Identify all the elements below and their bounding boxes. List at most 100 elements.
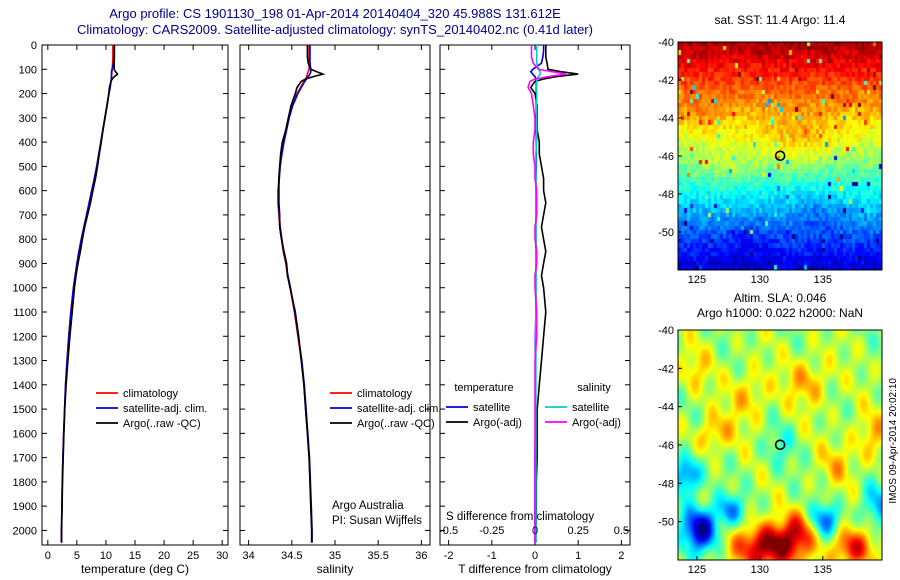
difference_profile-xlabel: T difference from climatology [458,562,612,576]
temperature_profile-frame [41,44,229,546]
legend-label: satellite-adj. clim. [357,403,441,415]
temperature_profile-series-satellite-adj--clim- [60,45,115,543]
note-pi: PI: Susan Wijffels [332,515,422,527]
legend-label: Argo(-adj) [572,417,621,429]
lat-tick-label: -40 [658,37,674,49]
lon-tick-label: 130 [751,564,769,576]
depth-tick-label: 1900 [13,501,37,513]
s-tick-label: -0.5 [439,525,458,537]
legend-label: climatology [357,388,413,400]
s-tick-label: -0.25 [479,525,504,537]
lat-tick-label: -48 [658,478,674,490]
x-tick-label: 35.5 [367,550,388,562]
lat-tick-label: -42 [658,363,674,375]
legend-label: satellite [572,402,609,414]
lat-tick-label: -46 [658,440,674,452]
lat-tick-label: -44 [658,402,674,414]
x-tick-label: 36 [415,550,427,562]
x-tick-label: 1 [575,550,581,562]
lon-tick-label: 125 [688,564,706,576]
depth-tick-label: 600 [19,186,37,198]
depth-tick-label: 900 [19,258,37,270]
lat-tick-label: -44 [658,113,674,125]
x-tick-label: 25 [187,550,199,562]
sla-map-title-line2: Argo h1000: 0.022 h2000: NaN [696,306,864,320]
depth-tick-label: 800 [19,234,37,246]
lat-tick-label: -48 [658,189,674,201]
lat-tick-label: -46 [658,151,674,163]
legend-label: Argo(-adj) [473,417,522,429]
sla-map-canvas [678,330,882,560]
x-tick-label: 20 [158,550,170,562]
x-tick-label: -1 [487,550,497,562]
lat-tick-label: -50 [658,517,674,529]
s-tick-label: 0 [532,525,538,537]
salinity_profile-xlabel: salinity [317,562,354,576]
legend-label: satellite-adj. clim. [123,403,207,415]
legend-label: Argo(..raw -QC) [123,418,201,430]
depth-tick-label: 1800 [13,477,37,489]
depth-tick-label: 1300 [13,356,37,368]
depth-tick-label: 2000 [13,525,37,537]
x-tick-label: 34.5 [281,550,302,562]
x-tick-label: -2 [444,550,454,562]
salinity_profile-series-climatology [277,45,313,543]
salinity_profile-series-argo---raw--qc- [278,45,326,543]
temperature_profile-xlabel: temperature (deg C) [81,562,189,576]
difference_profile-series-s-satellite [535,45,542,543]
depth-tick-label: 1000 [13,283,37,295]
lon-tick-label: 130 [751,274,769,286]
lat-tick-label: -40 [658,325,674,337]
depth-tick-label: 1700 [13,453,37,465]
depth-tick-label: 1100 [13,307,37,319]
s-tick-label: 0.25 [567,525,588,537]
lat-tick-label: -42 [658,75,674,87]
difference_profile-series-t-satellite [529,45,545,543]
depth-tick-label: 0 [31,40,37,52]
depth-tick-label: 200 [19,89,37,101]
depth-tick-label: 700 [19,210,37,222]
x-tick-label: 34 [243,550,255,562]
depth-tick-label: 300 [19,113,37,125]
x-tick-label: 10 [100,550,112,562]
lat-tick-label: -50 [658,227,674,239]
difference_profile-series-t-argo--adj- [529,45,579,543]
salinity_profile-series-satellite-adj--clim- [277,45,313,543]
s-difference-caption: S difference from climatology [446,511,594,523]
lon-tick-label: 135 [814,274,832,286]
legend-label: satellite [473,402,510,414]
legend-label: climatology [123,388,179,400]
depth-tick-label: 1200 [13,331,37,343]
difference_profile-frame [439,44,631,546]
depth-tick-label: 1600 [13,428,37,440]
sla-map-title-line1: Altim. SLA: 0.046 [733,291,827,305]
legend-label: Argo(..raw -QC) [357,418,435,430]
lon-tick-label: 135 [814,564,832,576]
legend-header-salinity: salinity [577,382,611,394]
difference_profile-series-s-argo--adj- [527,45,567,543]
imos-watermark: IMOS 09-Apr-2014 20:02:10 [888,378,899,504]
depth-tick-label: 1500 [13,404,37,416]
depth-tick-label: 500 [19,161,37,173]
temperature_profile-series-climatology [60,45,114,543]
lon-tick-label: 125 [688,274,706,286]
temperature_profile-series-argo---raw--qc- [60,45,119,543]
x-tick-label: 35 [329,550,341,562]
depth-tick-label: 100 [19,64,37,76]
legend-header-temperature: temperature [454,382,513,394]
depth-tick-label: 400 [19,137,37,149]
sst-map-canvas [678,42,882,270]
figure-title-line2: Climatology: CARS2009. Satellite-adjuste… [77,22,593,37]
note-argo-australia: Argo Australia [332,500,404,512]
s-tick-label: 0.5 [614,525,629,537]
x-tick-label: 0 [532,550,538,562]
x-tick-label: 5 [74,550,80,562]
x-tick-label: 30 [216,550,228,562]
x-tick-label: 15 [129,550,141,562]
x-tick-label: 0 [45,550,51,562]
depth-tick-label: 1400 [13,380,37,392]
figure-title-line1: Argo profile: CS 1901130_198 01-Apr-2014… [109,6,561,21]
salinity_profile-frame [239,44,431,546]
sst-map-title: sat. SST: 11.4 Argo: 11.4 [714,13,846,27]
